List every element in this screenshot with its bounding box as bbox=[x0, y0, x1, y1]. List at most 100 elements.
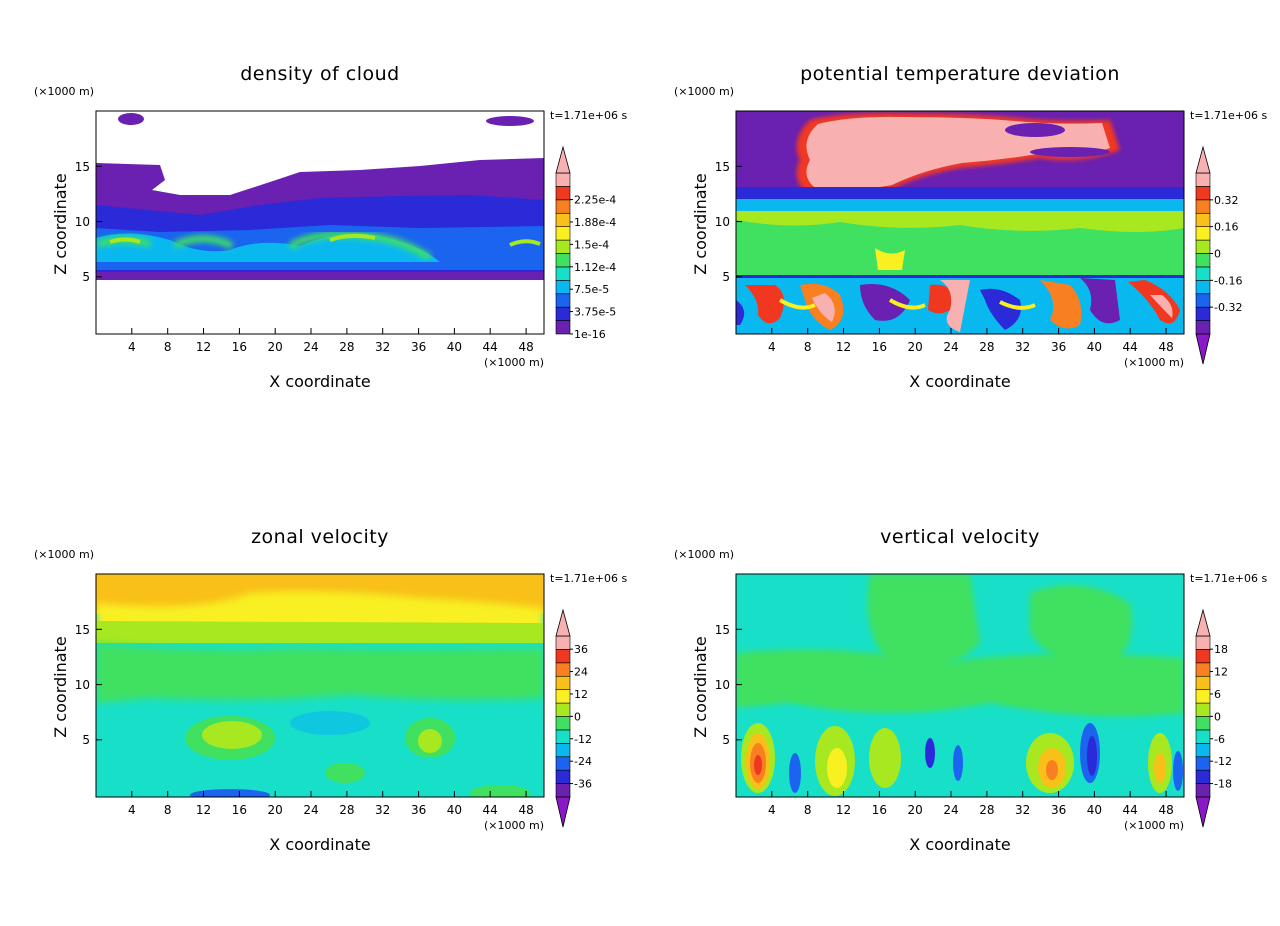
y-tick-label: 15 bbox=[75, 160, 90, 174]
time-label: t=1.71e+06 s bbox=[1190, 109, 1268, 122]
y-tick-label: 15 bbox=[75, 623, 90, 637]
x-tick-label: 24 bbox=[303, 340, 318, 354]
colorbar-cell bbox=[555, 769, 571, 784]
time-label: t=1.71e+06 s bbox=[1190, 572, 1268, 585]
x-unit-label: (×1000 m) bbox=[1124, 819, 1184, 832]
y-unit-label: (×1000 m) bbox=[674, 548, 734, 561]
chart-panel-potential-temperature: potential temperature deviation (×1000 m… bbox=[640, 0, 1280, 463]
x-tick-label: 24 bbox=[943, 803, 958, 817]
colorbar-cell bbox=[555, 743, 571, 758]
colorbar-cell bbox=[1195, 172, 1211, 187]
chart-panel-vertical-velocity: vertical velocity (×1000 m) t=1.71e+06 s bbox=[640, 463, 1280, 926]
x-tick-label: 32 bbox=[375, 340, 390, 354]
x-axis-label: X coordinate bbox=[269, 372, 370, 391]
y-unit-label: (×1000 m) bbox=[34, 548, 94, 561]
colorbar-cell bbox=[555, 662, 571, 677]
colorbar-cell bbox=[555, 689, 571, 704]
plot-field bbox=[736, 574, 1184, 797]
x-tick-label: 12 bbox=[836, 803, 851, 817]
colorbar-cell bbox=[555, 199, 571, 214]
colorbar-cell bbox=[1195, 226, 1211, 241]
colorbar-arrow-bottom bbox=[1195, 333, 1211, 365]
colorbar-cell bbox=[555, 280, 571, 295]
x-tick-label: 36 bbox=[411, 340, 426, 354]
y-tick-label: 5 bbox=[722, 270, 730, 284]
colorbar-label: 0.16 bbox=[1214, 221, 1239, 234]
time-label: t=1.71e+06 s bbox=[550, 109, 628, 122]
colorbar-cell bbox=[1195, 716, 1211, 731]
colorbar-cell bbox=[1195, 635, 1211, 650]
colorbar-label: -36 bbox=[574, 778, 592, 791]
chart-svg: zonal velocity (×1000 m) t=1.71e+06 s 4 … bbox=[34, 526, 628, 854]
colorbar-cell bbox=[555, 675, 571, 690]
x-tick-label: 48 bbox=[1158, 340, 1173, 354]
y-tick-label: 10 bbox=[715, 678, 730, 692]
x-tick-label: 44 bbox=[483, 340, 498, 354]
colorbar-cell bbox=[1195, 689, 1211, 704]
x-tick-label: 36 bbox=[1051, 340, 1066, 354]
colorbar-cell bbox=[1195, 320, 1211, 335]
colorbar-cell bbox=[555, 729, 571, 744]
colorbar-cell bbox=[1195, 662, 1211, 677]
x-tick-label: 16 bbox=[872, 803, 887, 817]
colorbar-label: -0.32 bbox=[1214, 301, 1242, 314]
colorbar-cell bbox=[555, 320, 571, 335]
colorbar-label: 1.12e-4 bbox=[574, 261, 616, 274]
colorbar-cell bbox=[1195, 266, 1211, 281]
colorbar-cell bbox=[1195, 293, 1211, 308]
x-axis: 4 8 12 16 20 24 28 32 36 40 44 48 bbox=[768, 328, 1174, 354]
colorbar-cell bbox=[1195, 199, 1211, 214]
x-tick-label: 44 bbox=[1123, 803, 1138, 817]
colorbar-cell bbox=[1195, 729, 1211, 744]
plot-field bbox=[736, 111, 1184, 334]
x-tick-label: 28 bbox=[979, 803, 994, 817]
x-tick-label: 20 bbox=[268, 803, 283, 817]
colorbar-cell bbox=[555, 649, 571, 664]
x-tick-label: 44 bbox=[1123, 340, 1138, 354]
y-axis-label: Z coordinate bbox=[51, 173, 70, 274]
chart-svg: vertical velocity (×1000 m) t=1.71e+06 s bbox=[674, 526, 1268, 854]
x-tick-label: 40 bbox=[447, 803, 462, 817]
x-tick-label: 32 bbox=[1015, 803, 1030, 817]
colorbar-cell bbox=[555, 212, 571, 227]
colorbar-label: 3.75e-5 bbox=[574, 306, 616, 319]
time-label: t=1.71e+06 s bbox=[550, 572, 628, 585]
colorbar-label: -0.16 bbox=[1214, 274, 1242, 287]
y-axis: 5 10 15 bbox=[75, 623, 102, 747]
x-tick-label: 48 bbox=[1158, 803, 1173, 817]
x-tick-label: 36 bbox=[411, 803, 426, 817]
y-axis-label: Z coordinate bbox=[51, 636, 70, 737]
x-tick-label: 8 bbox=[804, 803, 812, 817]
x-tick-label: 4 bbox=[768, 340, 776, 354]
y-axis: 5 10 15 bbox=[715, 623, 742, 747]
y-tick-label: 5 bbox=[82, 733, 90, 747]
colorbar-label: 6 bbox=[1214, 688, 1221, 701]
colorbar-arrow-top bbox=[1195, 145, 1211, 174]
x-tick-label: 36 bbox=[1051, 803, 1066, 817]
x-tick-label: 48 bbox=[518, 803, 533, 817]
x-axis: 4 8 12 16 20 24 28 32 36 40 44 48 bbox=[128, 328, 534, 354]
colorbar-cell bbox=[555, 266, 571, 281]
colorbar-cell bbox=[555, 226, 571, 241]
colorbar-label: 12 bbox=[574, 688, 588, 701]
colorbar-cell bbox=[1195, 239, 1211, 254]
x-tick-label: 32 bbox=[1015, 340, 1030, 354]
x-tick-label: 4 bbox=[128, 803, 136, 817]
x-tick-label: 16 bbox=[232, 803, 247, 817]
colorbar-label: -12 bbox=[1214, 755, 1232, 768]
colorbar-cell bbox=[555, 253, 571, 268]
colorbar-arrow-top bbox=[555, 608, 571, 637]
x-tick-label: 20 bbox=[268, 340, 283, 354]
y-axis: 5 10 15 bbox=[75, 160, 102, 284]
chart-panel-cloud-density: density of cloud (×1000 m) t=1.71e+06 s … bbox=[0, 0, 640, 463]
colorbar-label: -6 bbox=[1214, 733, 1225, 746]
colorbar-cell bbox=[555, 702, 571, 717]
colorbar-label: 0.32 bbox=[1214, 194, 1239, 207]
colorbar-cell bbox=[1195, 675, 1211, 690]
colorbar-label: 0 bbox=[1214, 710, 1221, 723]
colorbar-label: 1.5e-4 bbox=[574, 238, 609, 251]
x-tick-label: 40 bbox=[1087, 340, 1102, 354]
x-tick-label: 24 bbox=[303, 803, 318, 817]
chart-title: potential temperature deviation bbox=[800, 63, 1120, 85]
plot-field bbox=[96, 574, 544, 797]
